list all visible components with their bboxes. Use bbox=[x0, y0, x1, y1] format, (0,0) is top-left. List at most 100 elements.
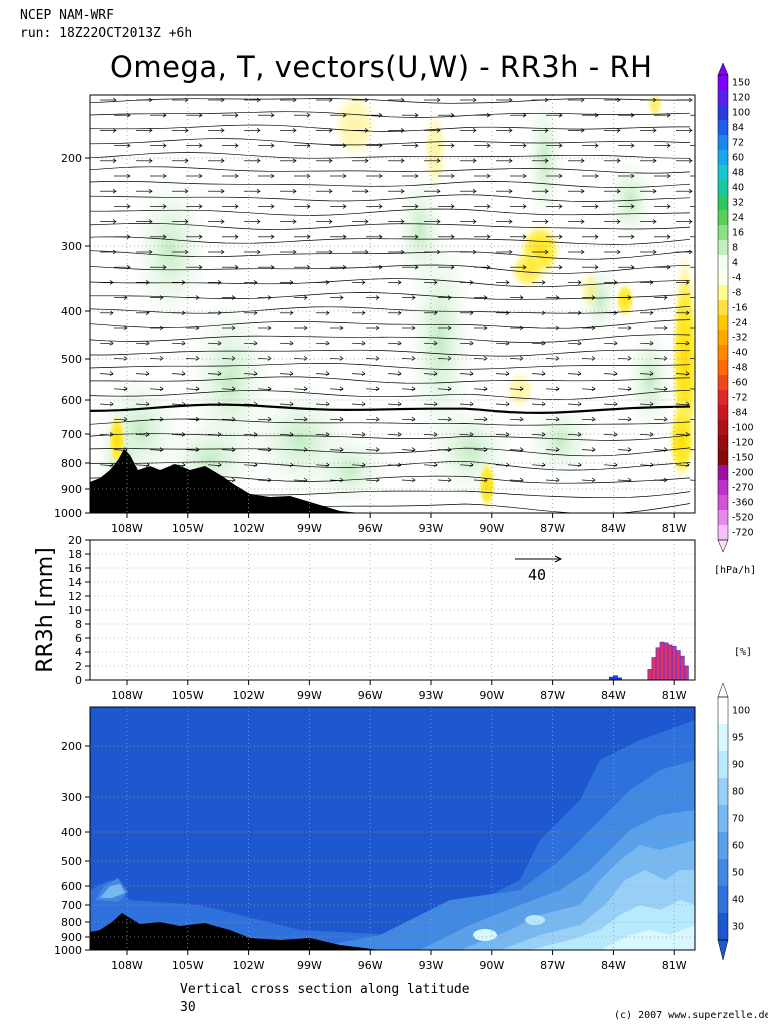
wind-vector bbox=[185, 358, 200, 360]
omega-colorbar: 150120100847260484032241684-4-8-16-24-32… bbox=[717, 62, 754, 553]
wind-vector-head bbox=[483, 416, 488, 422]
wind-vector-head bbox=[652, 158, 657, 164]
wind-vector-head bbox=[519, 477, 524, 483]
wind-vector-head bbox=[436, 97, 441, 103]
wind-vector-head bbox=[666, 204, 671, 209]
wind-vector-head bbox=[397, 310, 402, 316]
wind-vector bbox=[473, 479, 488, 482]
wind-vector bbox=[221, 449, 236, 451]
wind-vector bbox=[329, 358, 344, 360]
wind-vector bbox=[653, 479, 668, 482]
x-tick-label: 90W bbox=[479, 689, 504, 702]
wind-vector bbox=[99, 434, 114, 436]
wind-vector-head bbox=[198, 264, 203, 270]
colorbar-border bbox=[717, 74, 729, 541]
wind-vector-head bbox=[325, 371, 330, 376]
y-tick-label: 700 bbox=[61, 428, 82, 441]
wind-vector-head bbox=[613, 462, 618, 468]
wind-vector bbox=[459, 373, 474, 375]
wind-vector-head bbox=[519, 416, 524, 422]
isotherm-line bbox=[90, 208, 691, 216]
wind-vector-head bbox=[328, 128, 333, 133]
wind-vector bbox=[387, 373, 402, 375]
wind-vector-head bbox=[558, 112, 563, 118]
wind-vector-head bbox=[328, 97, 333, 103]
x-tick-label: 87W bbox=[540, 522, 565, 535]
wind-vector bbox=[581, 449, 596, 451]
wind-vector bbox=[567, 373, 582, 375]
wind-vector-head bbox=[145, 310, 150, 316]
omega-panel: 200 300 400 500 600 700 800 900 1000 108W 105W 102W… bbox=[54, 94, 706, 535]
wind-vector-head bbox=[325, 462, 330, 468]
wind-vector-head bbox=[522, 234, 527, 240]
wind-vector bbox=[459, 464, 474, 466]
wind-vector-head bbox=[234, 143, 239, 148]
panel-border bbox=[89, 539, 696, 681]
wind-vector bbox=[495, 434, 510, 436]
wind-vector-head bbox=[666, 143, 671, 148]
wind-vector-head bbox=[652, 128, 657, 133]
wind-vector bbox=[207, 342, 222, 345]
x-tick-label: 81W bbox=[662, 522, 687, 535]
wind-vector-head bbox=[198, 173, 203, 179]
wind-vector-head bbox=[234, 173, 239, 179]
wind-vector bbox=[567, 434, 582, 436]
wind-vector-head bbox=[198, 204, 203, 209]
wind-vector-head bbox=[339, 356, 344, 361]
wind-vector-head bbox=[184, 158, 189, 164]
isotherm-line bbox=[90, 152, 691, 159]
colorbar-swatch bbox=[718, 330, 728, 346]
wind-vector-head bbox=[544, 249, 549, 255]
wind-vector-head bbox=[555, 447, 560, 452]
wind-vector-head bbox=[544, 158, 549, 164]
wind-vector-head bbox=[109, 280, 114, 285]
wind-vector bbox=[509, 479, 524, 482]
colorbar-bottom-arrow bbox=[717, 939, 729, 961]
wind-vector-head bbox=[483, 447, 488, 452]
wind-vector-head bbox=[375, 356, 380, 361]
rh-contour-fill bbox=[100, 884, 125, 898]
precip-bar bbox=[663, 642, 669, 681]
wind-vector bbox=[689, 388, 695, 390]
wind-vector-head bbox=[256, 158, 261, 164]
wind-vector-head bbox=[558, 173, 563, 179]
wind-vector-head bbox=[306, 264, 311, 270]
wind-vector-head bbox=[256, 188, 261, 194]
colorbar-swatch bbox=[718, 805, 728, 833]
wind-vector-head bbox=[270, 173, 275, 179]
wind-vector-head bbox=[613, 280, 618, 285]
wind-vector bbox=[365, 479, 380, 482]
wind-vector-head bbox=[505, 432, 510, 437]
wind-vector-head bbox=[397, 280, 402, 285]
wind-vector-head bbox=[577, 340, 582, 346]
isotherm-line bbox=[90, 460, 691, 471]
wind-vector-head bbox=[123, 295, 128, 300]
wind-vector-head bbox=[541, 280, 546, 285]
wind-vector-head bbox=[522, 204, 527, 209]
wind-vector bbox=[639, 464, 654, 466]
wind-vector-head bbox=[256, 97, 261, 103]
wind-vector bbox=[437, 358, 452, 360]
wind-vector-head bbox=[649, 310, 654, 316]
wind-vector-head bbox=[613, 340, 618, 346]
isotherm-line bbox=[90, 319, 691, 329]
wind-vector-head bbox=[375, 386, 380, 392]
wind-vector-head bbox=[375, 295, 380, 300]
x-tick-label: 87W bbox=[540, 689, 565, 702]
wind-vector-head bbox=[289, 462, 294, 468]
wind-vector-head bbox=[361, 310, 366, 316]
omega-negative-area bbox=[580, 270, 600, 310]
wind-vector-head bbox=[594, 173, 599, 179]
wind-vector-head bbox=[616, 249, 621, 255]
wind-vector-head bbox=[447, 416, 452, 422]
y-tick-label: 2 bbox=[75, 660, 82, 673]
y-tick-label: 600 bbox=[61, 394, 82, 407]
wind-vector-head bbox=[688, 188, 693, 194]
wind-vector-head bbox=[703, 235, 706, 239]
y-tick-label: 600 bbox=[61, 880, 82, 893]
colorbar-label: 120 bbox=[732, 93, 750, 104]
wind-vector bbox=[567, 403, 582, 406]
wind-vector-head bbox=[414, 204, 419, 209]
wind-vector-head bbox=[505, 371, 510, 376]
wind-vector-head bbox=[522, 173, 527, 179]
